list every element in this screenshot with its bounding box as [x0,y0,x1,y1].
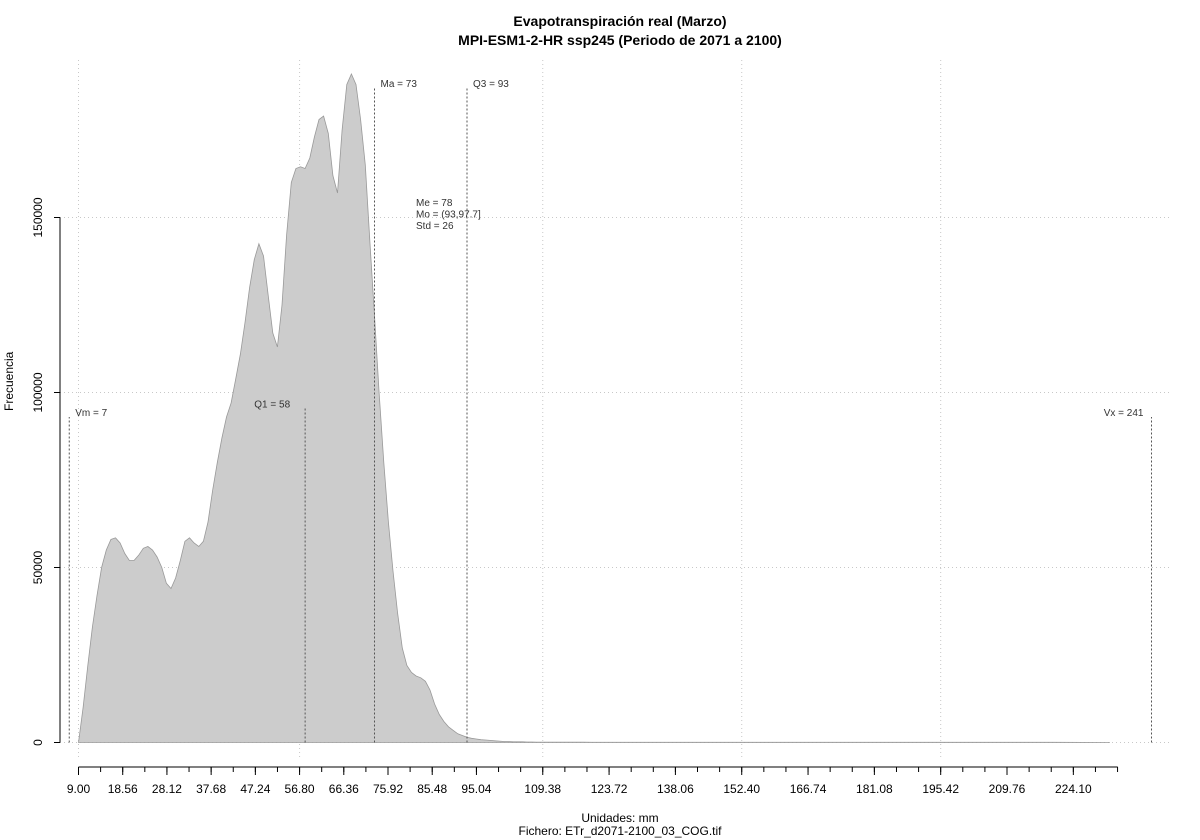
y-axis: 0 50000 100000 150000 [31,197,61,746]
y-tick-label: 50000 [31,550,45,584]
stat-summary: Me = 78 [416,198,453,209]
x-tick-label: 18.56 [108,782,138,796]
x-tick-label: 195.42 [922,782,959,796]
x-tick-label: 85.48 [417,782,447,796]
stat-summary: Mo = (93,97.7] [416,210,481,221]
x-tick-label: 209.76 [989,782,1026,796]
x-tick-label: 123.72 [591,782,628,796]
stat-label: Q1 = 58 [254,399,290,410]
x-tick-label: 47.24 [240,782,270,796]
y-tick-label: 100000 [31,372,45,412]
x-tick-label: 66.36 [329,782,359,796]
chart-subtitle: MPI-ESM1-2-HR ssp245 (Periodo de 2071 a … [458,32,782,48]
stat-lines: Vm = 7 Q1 = 58 Ma = 73 Q3 = 93 Vx = 241 Me = … [68,79,1152,743]
x-tick-label: 181.08 [856,782,893,796]
stat-summary: Std = 26 [416,221,454,232]
x-tick-label: 37.68 [196,782,226,796]
x-tick-label: 166.74 [790,782,827,796]
x-tick-label: 224.10 [1055,782,1092,796]
stat-label: Vm = 7 [75,408,107,419]
x-tick-label: 138.06 [657,782,694,796]
x-tick-label: 109.38 [524,782,561,796]
x-tick-label: 75.92 [373,782,403,796]
x-tick-label: 9.00 [67,782,91,796]
file-caption: Fichero: ETr_d2071-2100_03_COG.tif [518,824,722,838]
x-axis-label: Unidades: mm [581,811,659,825]
stat-label: Vx = 241 [1104,408,1144,419]
stat-label: Q3 = 93 [473,79,509,90]
density-area [78,73,1110,743]
y-tick-label: 0 [31,739,45,746]
x-tick-label: 56.80 [285,782,315,796]
y-tick-label: 150000 [31,197,45,237]
x-tick-label: 152.40 [723,782,760,796]
chart-title: Evapotranspiración real (Marzo) [513,13,727,29]
x-tick-label: 28.12 [152,782,182,796]
x-axis: 9.00 18.56 28.12 37.68 47.24 56.80 66.36 75.92 8… [67,766,1119,796]
x-tick-label: 95.04 [461,782,491,796]
stat-label: Ma = 73 [381,79,418,90]
y-axis-label: Frecuencia [2,351,16,411]
